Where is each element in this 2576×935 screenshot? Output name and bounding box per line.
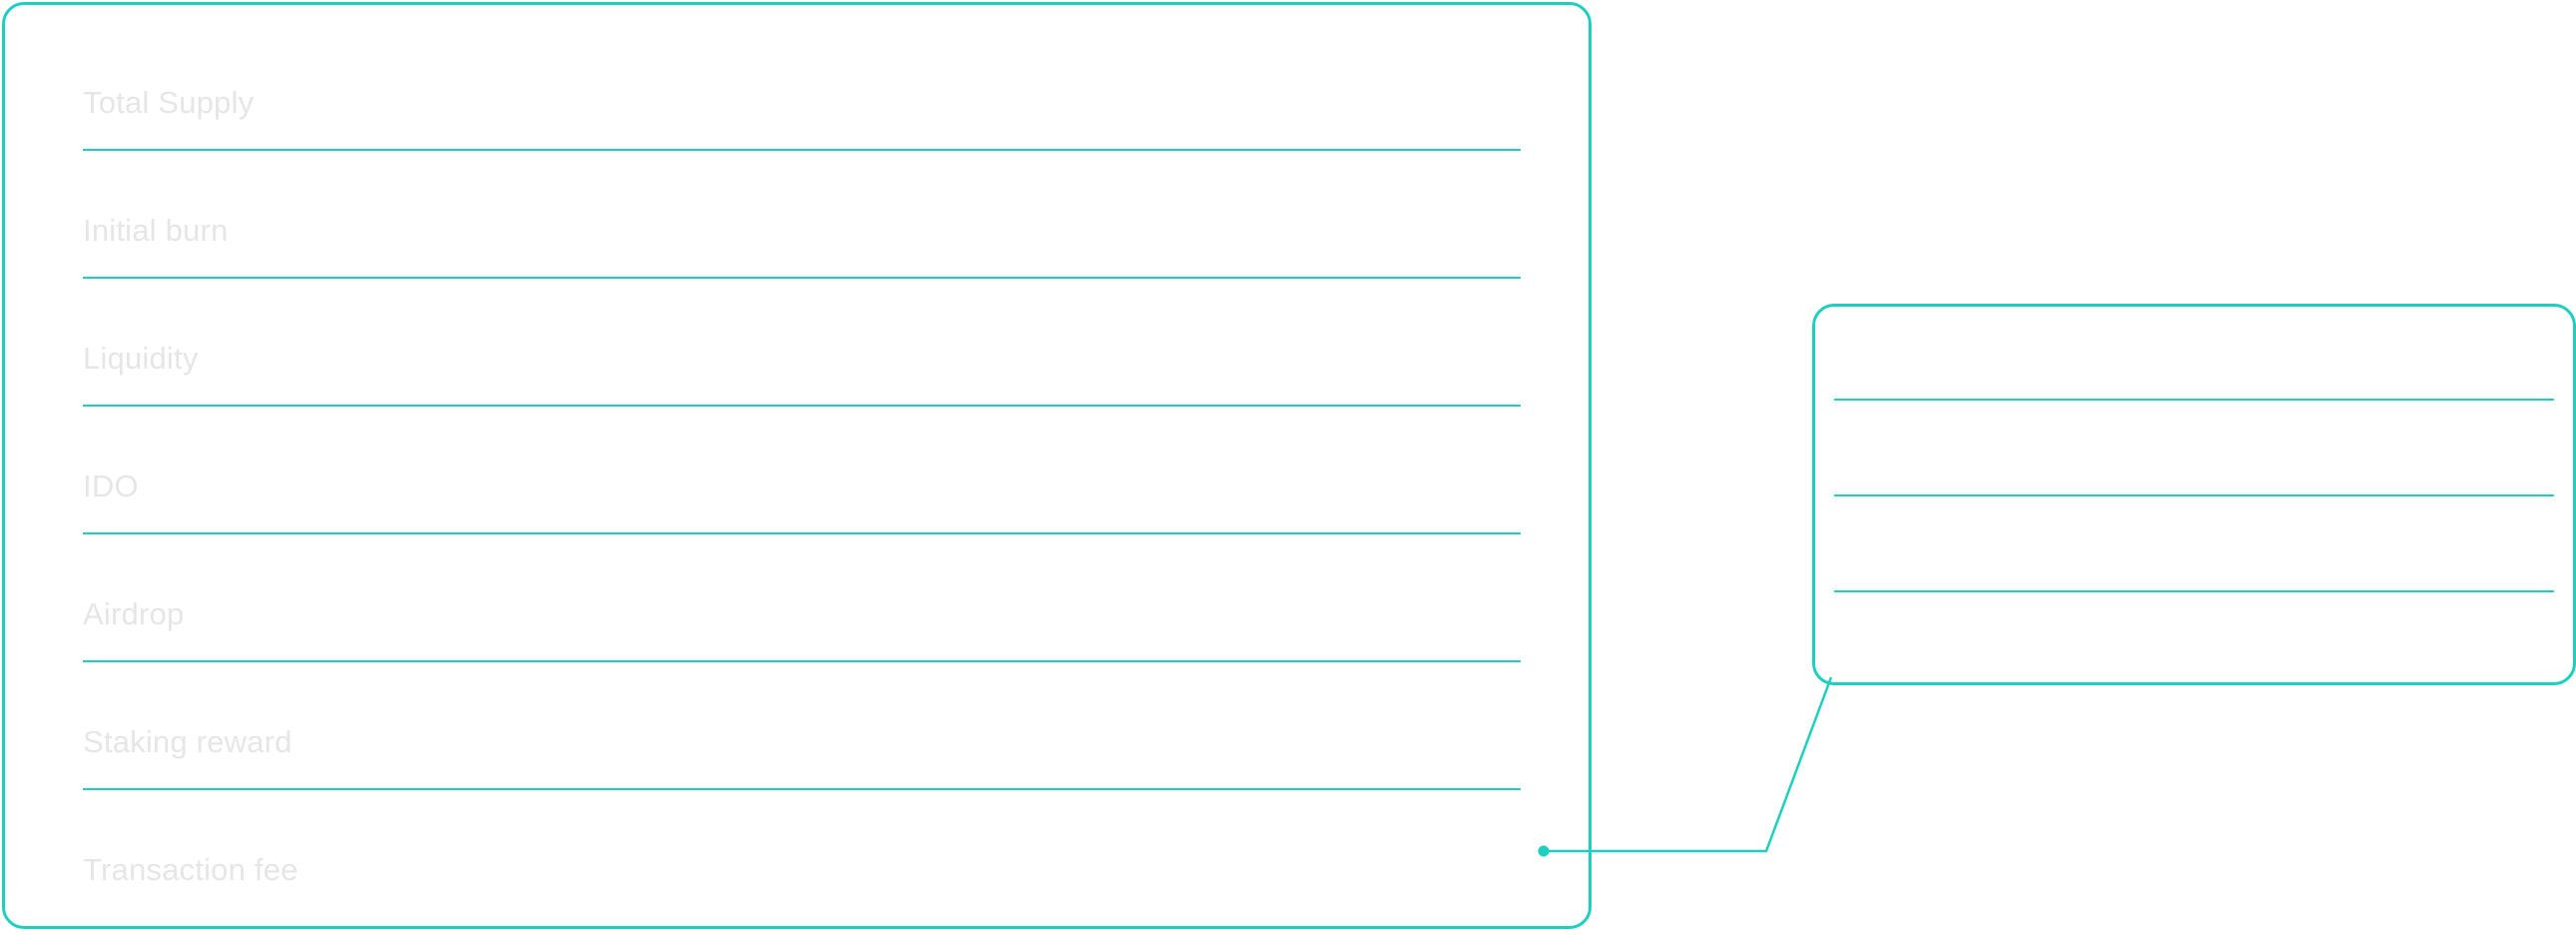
row-label: Initial burn [83,213,229,248]
row-label: IDO [83,468,139,503]
row-airdrop: Airdrop [83,534,1521,662]
row-label: Liquidity [83,341,199,376]
detail-divider [1834,590,2554,592]
row-ido: IDO [83,407,1521,534]
row-transaction-fee: Transaction fee [83,790,1521,918]
row-divider [83,532,1521,534]
row-divider [83,788,1521,790]
row-staking-reward: Staking reward [83,662,1521,790]
detail-divider [1834,494,2554,496]
detail-divider [1834,399,2554,401]
token-allocation-panel: Total Supply Initial burn Liquidity IDO … [2,2,1592,929]
transaction-fee-detail-panel [1812,304,2576,685]
row-initial-burn: Initial burn [83,151,1521,279]
row-label: Transaction fee [83,852,299,887]
row-label: Staking reward [83,724,293,759]
row-divider [83,277,1521,279]
row-total-supply: Total Supply [83,23,1521,151]
row-label: Airdrop [83,596,185,631]
row-divider [83,660,1521,662]
row-label: Total Supply [83,85,255,120]
row-divider [83,149,1521,151]
row-divider [83,405,1521,407]
row-liquidity: Liquidity [83,279,1521,407]
